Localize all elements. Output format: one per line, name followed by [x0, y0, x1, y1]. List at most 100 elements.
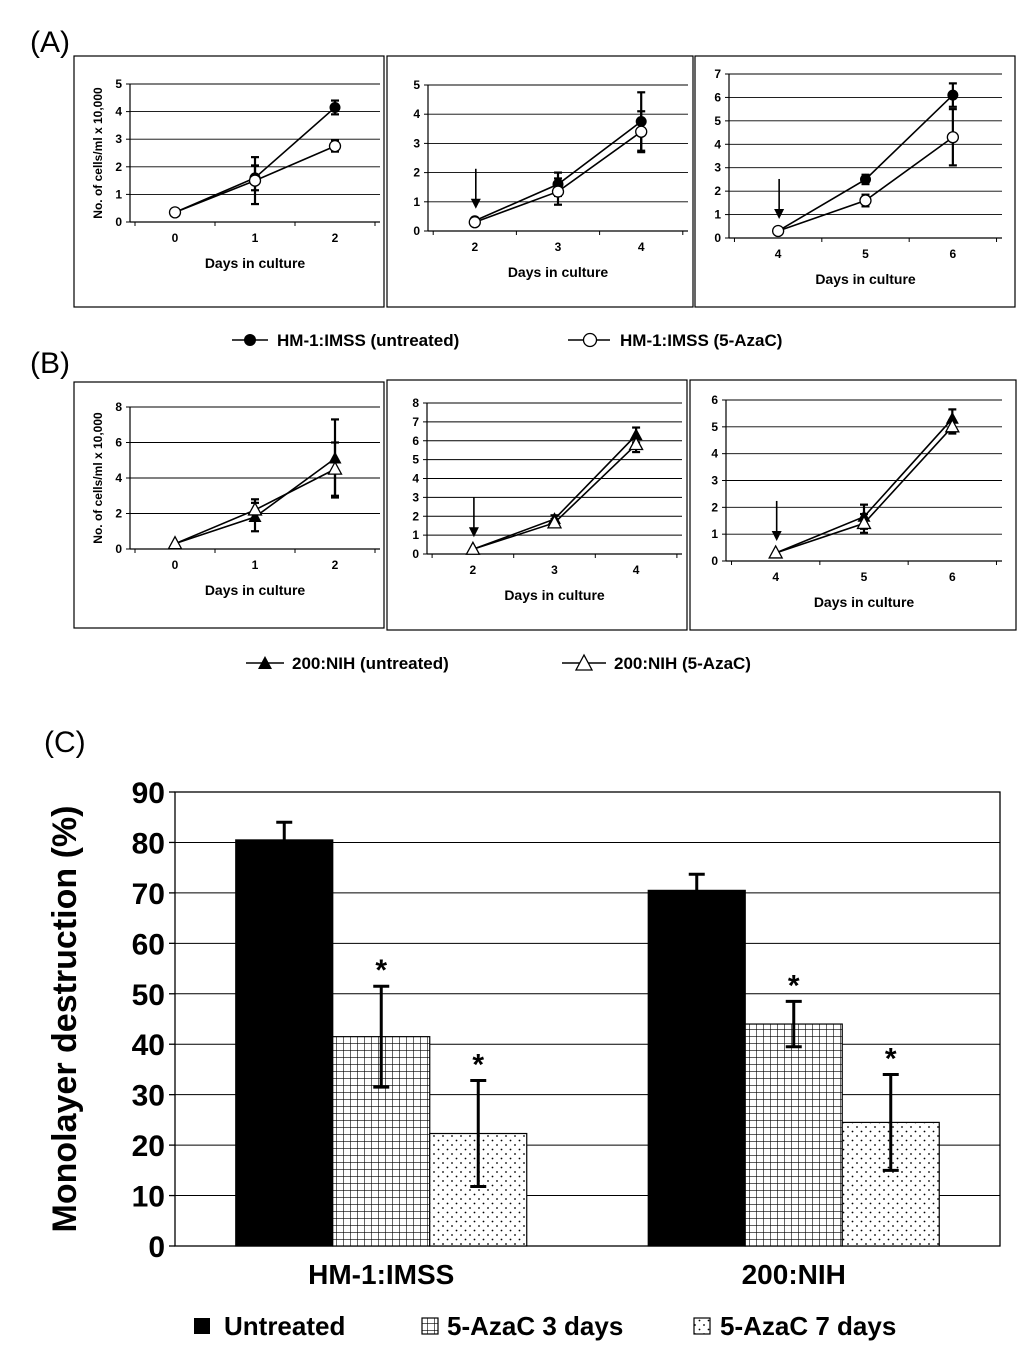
legend-a-item-untreated: HM-1:IMSS (untreated)	[232, 331, 459, 350]
y-tick-label: 2	[413, 166, 420, 180]
data-point	[551, 185, 565, 198]
y-tick-label: 6	[412, 434, 419, 448]
y-tick-label: 4	[412, 472, 419, 486]
x-tick-label: 4	[638, 240, 645, 254]
chart-b2: 0 1 2 3 4 5 6 7 8 2 3 4 Days in culture	[386, 379, 688, 631]
y-tick-label: 0	[115, 542, 122, 556]
legend-c-item-untreated: Untreated	[194, 1311, 345, 1341]
y-tick-label: 4	[115, 471, 122, 485]
y-axis-label: Monolayer destruction (%)	[46, 806, 84, 1233]
y-tick-label: 90	[132, 777, 165, 810]
x-tick-label: 3	[555, 240, 562, 254]
y-tick-label: 4	[413, 107, 420, 121]
category-label: HM-1:IMSS	[308, 1259, 454, 1290]
filled-triangle-icon	[258, 656, 272, 669]
y-tick-label: 1	[115, 187, 122, 201]
y-tick-label: 6	[714, 90, 721, 104]
x-tick-label: 1	[252, 558, 259, 572]
chart-a3: 0 1 2 3 4 5 6 7 4 5 6 Days in culture	[694, 55, 1016, 308]
y-tick-label: 7	[714, 67, 721, 81]
dots-swatch-icon	[693, 1317, 711, 1335]
data-point	[248, 174, 262, 187]
x-axis-label: Days in culture	[504, 587, 605, 603]
x-axis-label: Days in culture	[815, 271, 916, 287]
legend-c-label-3days: 5-AzaC 3 days	[447, 1311, 623, 1341]
y-tick-label: 5	[412, 453, 419, 467]
chart-b3: 0 1 2 3 4 5 6 4 5 6 Days in culture	[689, 379, 1017, 631]
y-tick-label: 3	[711, 474, 718, 488]
y-tick-label: 8	[412, 396, 419, 410]
legend-c-item-3days: 5-AzaC 3 days	[421, 1311, 623, 1341]
chart-a1: 0 1 2 3 4 5 0 1 2 Days in culture No. of cells/ml …	[73, 55, 385, 308]
y-tick-label: 4	[711, 447, 718, 461]
x-tick-label: 4	[775, 247, 782, 261]
x-tick-label: 6	[949, 570, 956, 584]
y-tick-label: 1	[714, 208, 721, 222]
y-tick-label: 2	[115, 160, 122, 174]
x-tick-label: 4	[772, 570, 779, 584]
panel-frame	[73, 381, 385, 629]
y-tick-label: 0	[714, 231, 721, 245]
y-tick-label: 4	[714, 137, 721, 151]
y-tick-label: 0	[115, 215, 122, 229]
y-tick-label: 7	[412, 415, 419, 429]
x-tick-label: 2	[470, 563, 477, 577]
y-tick-label: 20	[132, 1130, 165, 1163]
legend-b-label-untreated: 200:NIH (untreated)	[292, 654, 449, 673]
y-tick-label: 3	[714, 161, 721, 175]
y-tick-label: 40	[132, 1029, 165, 1062]
y-tick-label: 1	[412, 528, 419, 542]
legend-c-item-7days: 5-AzaC 7 days	[693, 1311, 896, 1341]
y-tick-label: 0	[148, 1231, 165, 1264]
data-point	[944, 418, 960, 433]
x-tick-label: 4	[633, 563, 640, 577]
data-point	[329, 101, 341, 113]
y-tick-label: 5	[413, 78, 420, 92]
open-triangle-icon	[574, 653, 594, 671]
x-tick-label: 0	[172, 231, 179, 245]
x-axis-label: Days in culture	[205, 582, 306, 598]
data-point	[856, 515, 872, 530]
y-tick-label: 5	[115, 77, 122, 91]
x-axis-label: Days in culture	[205, 255, 306, 271]
panel-label-a: (A)	[30, 26, 70, 59]
data-point	[167, 535, 183, 550]
x-tick-label: 6	[950, 247, 957, 261]
data-point	[771, 224, 785, 238]
data-point	[327, 460, 343, 475]
y-tick-label: 6	[115, 436, 122, 450]
bar	[744, 1023, 843, 1247]
panel-frame	[689, 379, 1017, 631]
legend-c-label-untreated: Untreated	[224, 1311, 345, 1341]
category-label: 200:NIH	[742, 1259, 846, 1290]
x-tick-label: 5	[862, 247, 869, 261]
arrow-down-icon	[468, 527, 479, 538]
significance-asterisk: *	[375, 954, 387, 987]
x-tick-label: 2	[332, 558, 339, 572]
panel-label-b: (B)	[30, 347, 70, 380]
data-point	[859, 194, 872, 207]
y-tick-label: 2	[412, 509, 419, 523]
legend-b-item-azac: 200:NIH (5-AzaC)	[562, 653, 751, 673]
arrow-down-icon	[470, 198, 481, 209]
y-tick-label: 2	[115, 507, 122, 521]
y-tick-label: 70	[132, 878, 165, 911]
y-tick-label: 6	[711, 393, 718, 407]
chart-b1: 0 2 4 6 8 0 1 2 Days in culture No. of cells/ml x…	[73, 381, 385, 629]
significance-asterisk: *	[472, 1049, 484, 1082]
x-axis-label: Days in culture	[508, 264, 609, 280]
significance-asterisk: *	[788, 969, 800, 1002]
x-tick-label: 3	[551, 563, 558, 577]
significance-asterisk: *	[885, 1042, 897, 1075]
legend-b: 200:NIH (untreated) 200:NIH (5-AzaC)	[246, 653, 751, 673]
y-tick-label: 80	[132, 827, 165, 860]
chart-c: 0 10 20 30 40 50 60 70 80 90 Monolayer destruction…	[46, 777, 1001, 1290]
y-tick-label: 4	[115, 105, 122, 119]
data-point	[635, 125, 648, 138]
y-tick-label: 1	[711, 527, 718, 541]
legend-a-label-azac: HM-1:IMSS (5-AzaC)	[620, 331, 782, 350]
x-tick-label: 5	[861, 570, 868, 584]
y-tick-label: 2	[714, 184, 721, 198]
arrow-down-icon	[774, 208, 785, 219]
